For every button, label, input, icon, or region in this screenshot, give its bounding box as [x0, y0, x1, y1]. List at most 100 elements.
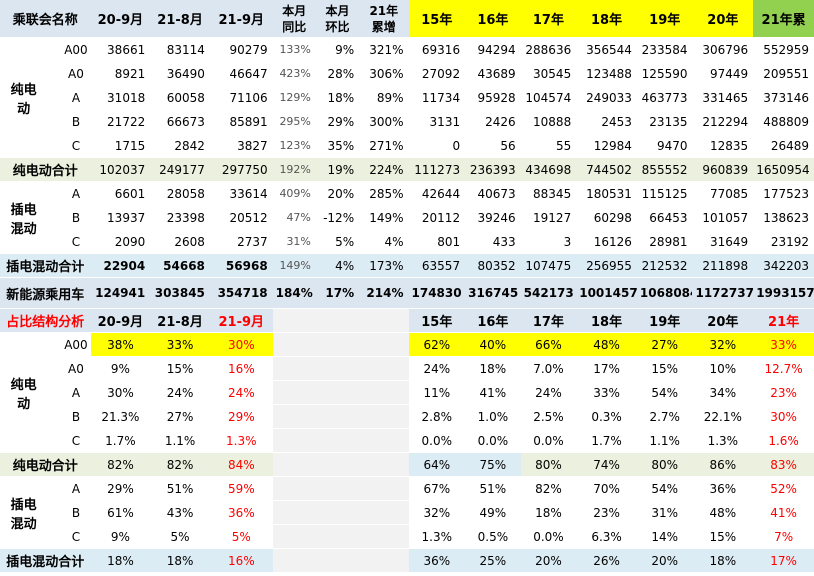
share-title: 占比结构分析 — [0, 308, 91, 333]
header-cum-1: 21年 — [369, 3, 399, 18]
gap — [272, 548, 409, 573]
cell: 0.0% — [465, 428, 521, 453]
share-header-21-9: 21-9月 — [209, 308, 273, 333]
cell: 11734 — [408, 85, 466, 110]
header-mom-2: 环比 — [325, 19, 350, 34]
group-bev-1: 纯电 — [10, 82, 37, 98]
cell: 30% — [753, 404, 814, 429]
cell: 138623 — [753, 205, 814, 230]
cell: 2.8% — [408, 404, 466, 429]
header-15: 15年 — [408, 0, 466, 38]
cell: 23192 — [753, 229, 814, 254]
cell: 295% — [272, 109, 316, 134]
row-label: B — [47, 205, 91, 230]
cell: 51% — [465, 476, 521, 501]
cell: 83114 — [150, 37, 210, 62]
header-19: 19年 — [636, 0, 693, 38]
cell: 1.7% — [90, 428, 151, 453]
cell: 236393 — [465, 157, 521, 182]
total-row: 新能源乘用车 124941 303845 354718 184% 17% 214… — [0, 277, 814, 309]
cell: 30545 — [520, 61, 577, 86]
cell: 71106 — [209, 85, 273, 110]
cell: 66% — [520, 332, 577, 357]
cell: 41% — [465, 380, 521, 405]
cell: 95928 — [465, 85, 521, 110]
share-group-bev-2: 动 — [17, 396, 31, 412]
cell: 24% — [150, 380, 210, 405]
header-16: 16年 — [465, 0, 521, 38]
share-row: C 9% 5% 5% 1.3% 0.5% 0.0% 6.3% 14% 15% 7… — [0, 524, 814, 549]
share-group-bev: 纯电动 — [0, 332, 48, 453]
cell: 123488 — [576, 61, 637, 86]
share-header-16: 16年 — [465, 308, 521, 333]
header-mom: 本月 环比 — [315, 0, 360, 38]
row-label: A00 — [47, 332, 91, 357]
cell: 56968 — [209, 253, 273, 278]
cell: 39246 — [465, 205, 521, 230]
cell: 209551 — [753, 61, 814, 86]
cell: 5% — [150, 524, 210, 549]
cell: 542173 — [520, 277, 577, 309]
cell: 23135 — [636, 109, 693, 134]
cell: 297750 — [209, 157, 273, 182]
cell: 10% — [692, 356, 754, 381]
cell: 16% — [209, 548, 273, 573]
cell: 11% — [408, 380, 466, 405]
cell: 342203 — [753, 253, 814, 278]
header-21-9: 21-9月 — [209, 0, 273, 38]
cell: 9470 — [636, 133, 693, 158]
cell: 66673 — [150, 109, 210, 134]
cell: 0.3% — [576, 404, 637, 429]
cell: 12.7% — [753, 356, 814, 381]
cell: 61% — [90, 500, 151, 525]
cell: 173% — [359, 253, 409, 278]
cell: 40% — [465, 332, 521, 357]
cell: 36% — [209, 500, 273, 525]
cell: 0 — [408, 133, 466, 158]
row-label: 插电混动合计 — [0, 548, 91, 573]
cell: 82% — [90, 452, 151, 477]
cell: 17% — [315, 277, 360, 309]
cell: 43689 — [465, 61, 521, 86]
cell: 36% — [408, 548, 466, 573]
row-label: A — [47, 380, 91, 405]
cell: 33% — [576, 380, 637, 405]
cell: 233584 — [636, 37, 693, 62]
cell: 960839 — [692, 157, 754, 182]
cell: 97449 — [692, 61, 754, 86]
cell: 33% — [753, 332, 814, 357]
share-row: 插电 混动 A 29% 51% 59% 67% 51% 82% 70% 54% 3… — [0, 476, 814, 549]
cell: 74% — [576, 452, 637, 477]
cell: 20% — [315, 181, 360, 206]
cell: 15% — [692, 524, 754, 549]
header-21-8: 21-8月 — [150, 0, 210, 38]
cell: 29% — [315, 109, 360, 134]
group-phev-2: 混动 — [10, 221, 37, 237]
gap — [272, 476, 409, 501]
header-cum-2: 累增 — [371, 19, 396, 34]
cell: 115125 — [636, 181, 693, 206]
cell: 14% — [636, 524, 693, 549]
header-yoy-1: 本月 — [282, 3, 307, 18]
cell: 3131 — [408, 109, 466, 134]
cell: 249177 — [150, 157, 210, 182]
cell: 51% — [150, 476, 210, 501]
cell: 552959 — [753, 37, 814, 62]
cell: 433 — [465, 229, 521, 254]
row-label: A0 — [47, 356, 91, 381]
group-phev-1: 插电 — [10, 202, 37, 218]
share-row: A 30% 24% 24% 11% 41% 24% 33% 54% 34% 23… — [0, 380, 814, 405]
cell: 26489 — [753, 133, 814, 158]
total-row: 纯电动合计 102037 249177 297750 192% 19% 224%… — [0, 157, 814, 182]
cell: 17% — [753, 548, 814, 573]
cell: 123% — [272, 133, 316, 158]
cell: 488809 — [753, 109, 814, 134]
cell: 224% — [359, 157, 409, 182]
cell: 60298 — [576, 205, 637, 230]
cell: 32% — [692, 332, 754, 357]
header-20: 20年 — [692, 0, 754, 38]
row-label: A — [47, 181, 91, 206]
cell: 6.3% — [576, 524, 637, 549]
cell: 90279 — [209, 37, 273, 62]
share-header-18: 18年 — [576, 308, 637, 333]
